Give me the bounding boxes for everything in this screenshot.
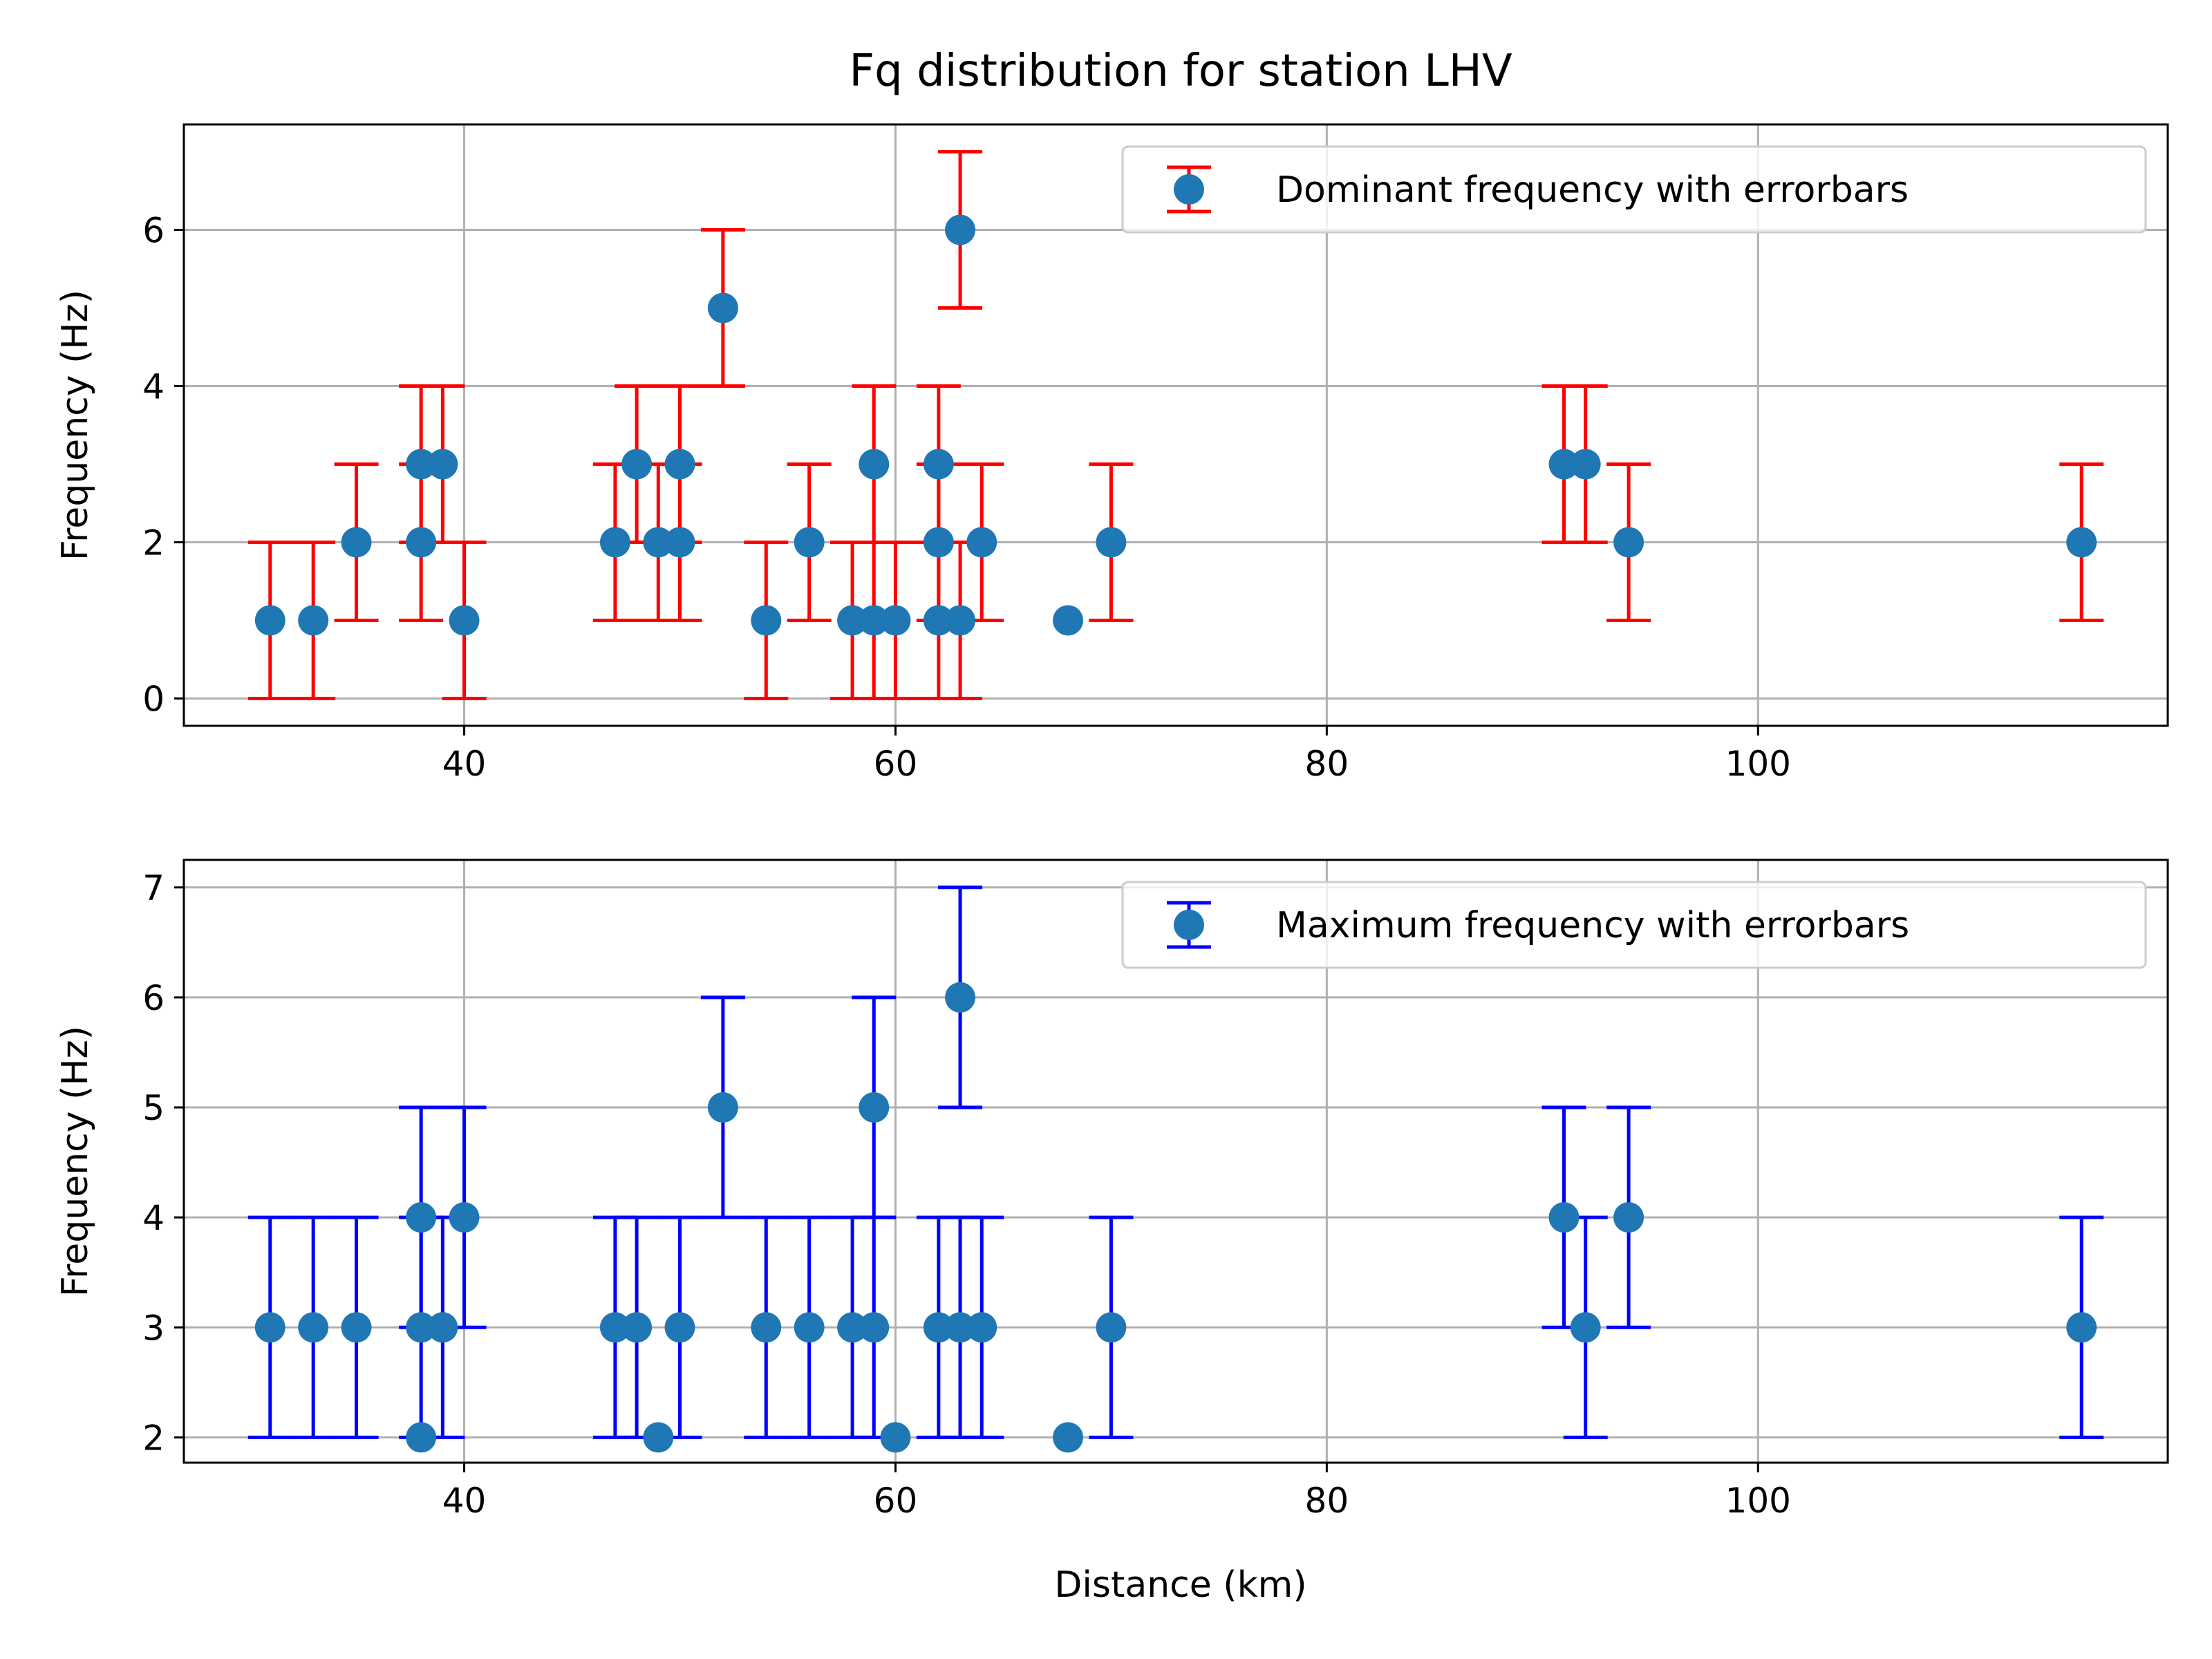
data-point: [880, 605, 911, 636]
data-point: [837, 1312, 868, 1343]
y-tick-label: 5: [142, 1088, 165, 1128]
data-point: [449, 605, 480, 636]
data-point: [1096, 527, 1127, 558]
y-tick-label: 2: [142, 1418, 165, 1458]
plot-frame: [182, 859, 2169, 1464]
y-axis-label: Frequency (Hz): [55, 1026, 96, 1297]
data-point: [707, 1092, 738, 1123]
data-point: [406, 527, 437, 558]
y-tick-label: 2: [142, 523, 165, 563]
data-point: [254, 605, 285, 636]
data-point: [2066, 527, 2097, 558]
data-point: [859, 1092, 890, 1123]
x-tick-label: 60: [874, 744, 918, 784]
data-point: [664, 527, 695, 558]
legend-label: Dominant frequency with errorbars: [1276, 169, 1909, 211]
data-point: [1548, 449, 1580, 480]
x-tick-label: 40: [442, 744, 487, 784]
data-point: [406, 449, 437, 480]
y-tick-label: 4: [142, 1198, 165, 1238]
data-point: [298, 1312, 329, 1343]
data-point: [923, 449, 954, 480]
x-tick-label: 100: [1725, 744, 1791, 784]
data-point: [945, 214, 976, 245]
data-point: [664, 449, 695, 480]
data-point: [859, 449, 890, 480]
y-tick-label: 4: [142, 367, 165, 407]
data-point: [427, 449, 458, 480]
data-point: [945, 605, 976, 636]
x-tick-label: 80: [1305, 1481, 1349, 1521]
series-0: [247, 885, 2104, 1453]
data-point: [1570, 1312, 1601, 1343]
chart-title: Fq distribution for station LHV: [849, 46, 1512, 97]
x-tick-label: 80: [1305, 744, 1349, 784]
y-tick-label: 3: [142, 1308, 165, 1348]
x-tick-label: 60: [874, 1481, 918, 1521]
data-point: [751, 605, 782, 636]
data-point: [1053, 605, 1084, 636]
data-point: [341, 527, 372, 558]
data-point: [406, 1312, 437, 1343]
data-point: [1096, 1312, 1127, 1343]
data-point: [254, 1312, 285, 1343]
data-point: [837, 605, 868, 636]
data-point: [880, 1422, 911, 1453]
legend-marker: [1174, 174, 1204, 205]
data-point: [1548, 1202, 1580, 1233]
legend: Maximum frequency with errorbars: [1121, 881, 2147, 969]
data-point: [298, 605, 329, 636]
plot-frame: [182, 123, 2169, 727]
data-point: [621, 1312, 653, 1343]
data-point: [2066, 1312, 2097, 1343]
y-tick-label: 0: [142, 679, 165, 719]
data-point: [923, 1312, 954, 1343]
y-tick-label: 6: [142, 211, 165, 251]
data-point: [599, 527, 630, 558]
y-tick-label: 6: [142, 978, 165, 1018]
x-tick-label: 40: [442, 1481, 487, 1521]
data-point: [923, 605, 954, 636]
data-point: [966, 527, 997, 558]
data-point: [449, 1202, 480, 1233]
data-point: [427, 1312, 458, 1343]
x-axis-label: Distance (km): [1054, 1564, 1306, 1606]
series-0: [247, 150, 2104, 700]
data-point: [923, 527, 954, 558]
legend-box: [1121, 145, 2147, 234]
data-point: [1613, 527, 1644, 558]
y-axis-label: Frequency (Hz): [55, 290, 96, 561]
legend-marker: [1174, 910, 1204, 940]
data-point: [341, 1312, 372, 1343]
legend-box: [1121, 881, 2147, 969]
data-point: [643, 527, 674, 558]
data-point: [794, 527, 825, 558]
dominant-frequency-panel: 40 60 80 100 0 2 4 6 Frequency (Hz) Dominant freq…: [55, 123, 2169, 784]
legend-label: Maximum frequency with errorbars: [1276, 905, 1909, 946]
data-point: [599, 1312, 630, 1343]
data-point: [707, 292, 738, 324]
y-tick-label: 7: [142, 868, 165, 908]
data-point: [794, 1312, 825, 1343]
data-point: [643, 1422, 674, 1453]
data-point: [664, 1312, 695, 1343]
data-point: [621, 449, 653, 480]
data-point: [945, 1312, 976, 1343]
data-point: [966, 1312, 997, 1343]
maximum-frequency-panel: 40 60 80 100 2 3 4 5 6 7 Frequency (Hz) Maximum fre…: [55, 859, 2169, 1521]
data-point: [406, 1422, 437, 1453]
data-point: [859, 1312, 890, 1343]
data-point: [751, 1312, 782, 1343]
data-point: [406, 1202, 437, 1233]
legend: Dominant frequency with errorbars: [1121, 145, 2147, 234]
data-point: [1613, 1202, 1644, 1233]
data-point: [859, 605, 890, 636]
data-point: [1570, 449, 1601, 480]
x-tick-label: 100: [1725, 1481, 1791, 1521]
data-point: [1053, 1422, 1084, 1453]
data-point: [945, 982, 976, 1013]
